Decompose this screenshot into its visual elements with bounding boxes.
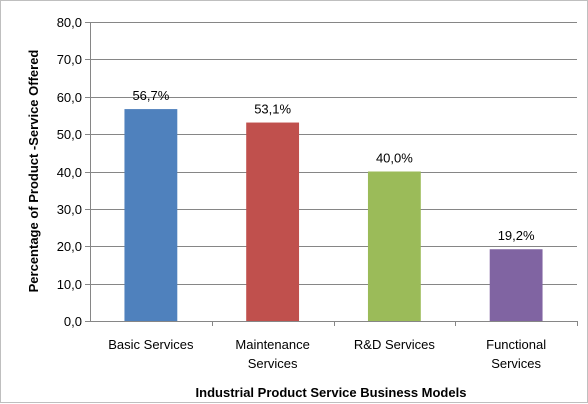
y-tick-label: 30,0: [57, 202, 82, 217]
category-label: R&D Services: [354, 337, 435, 352]
y-tick-label: 10,0: [57, 277, 82, 292]
category-label: Functional: [486, 337, 546, 352]
y-tick-label: 60,0: [57, 90, 82, 105]
bar: [367, 171, 421, 321]
category-label: Services: [248, 356, 298, 371]
y-tick-label: 80,0: [57, 15, 82, 30]
data-labels: 56,7% 53,1% 40,0% 19,2%: [132, 88, 535, 243]
y-tick-label: 20,0: [57, 239, 82, 254]
category-label: Basic Services: [108, 337, 194, 352]
category-labels: Basic Services Maintenance Services R&D Ser…: [108, 321, 578, 371]
category-label: Services: [491, 356, 541, 371]
x-axis-title: Industrial Product Service Business Mode…: [196, 385, 467, 400]
bar: [489, 249, 543, 321]
data-label: 56,7%: [132, 88, 169, 103]
y-tick-label: 40,0: [57, 165, 82, 180]
bar: [124, 109, 178, 322]
data-label: 40,0%: [376, 151, 413, 166]
category-label: Maintenance: [235, 337, 309, 352]
y-tick-label: 50,0: [57, 127, 82, 142]
axes: [90, 22, 577, 322]
data-label: 53,1%: [254, 102, 291, 117]
y-tick-label: 0,0: [64, 314, 82, 329]
data-label: 19,2%: [498, 228, 535, 243]
bars: [124, 109, 543, 322]
y-tick-label: 70,0: [57, 52, 82, 67]
y-axis-title: Percentage of Product -Service Offered: [26, 50, 41, 293]
y-tick-labels: 0,0 10,0 20,0 30,0 40,0 50,0 60,0 70,0 80,0: [57, 15, 90, 329]
bar: [246, 122, 300, 321]
